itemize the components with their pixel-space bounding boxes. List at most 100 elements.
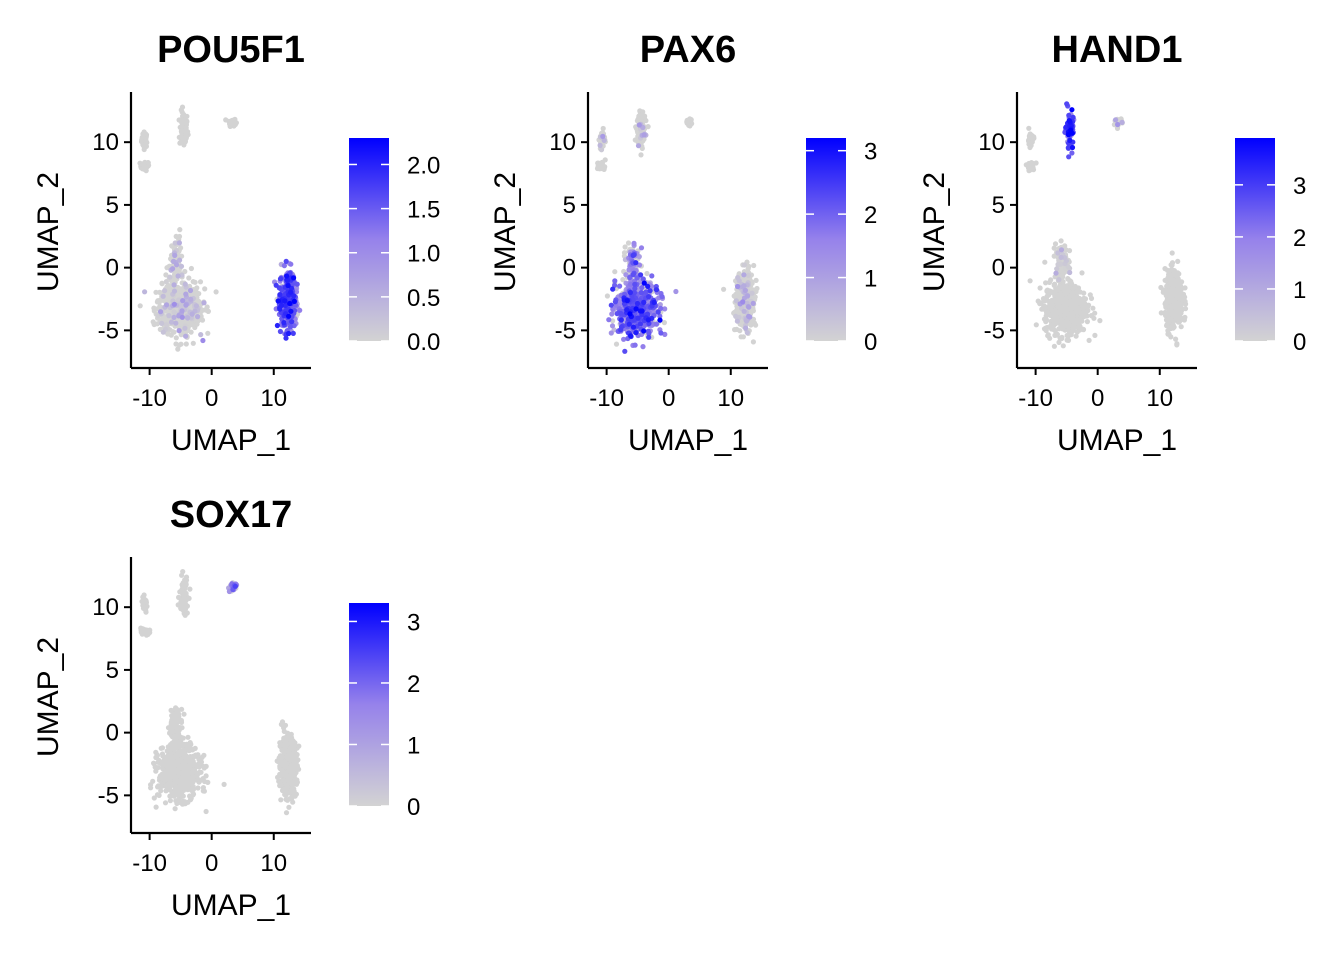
cell-point-top-left-tail [599,161,605,167]
cell-point-right-cluster [734,326,740,332]
cell-point-top-left-small [142,605,148,611]
cell-point-center-main [186,275,192,281]
cell-point-center-main [1044,309,1050,315]
cell-point-right-cluster [1171,268,1177,274]
cell-point-center-main [154,321,160,327]
cell-point-center-main [1056,339,1062,345]
cell-point-top-middle [182,577,188,583]
cell-point-center-main [626,321,632,327]
y-axis-title: UMAP_2 [32,172,65,292]
cell-point-center-main [160,315,166,321]
cell-point-center-main [608,302,614,308]
cell-point-top-middle [180,128,186,134]
cell-point-center-main [1065,284,1071,290]
cell-point-center-main [1079,326,1085,332]
cell-point-right-cluster [745,293,751,299]
y-tick-label: 0 [563,255,576,282]
cell-point-center-main [1061,296,1067,302]
legend-tick-label: 1.5 [407,197,440,224]
cell-point-right-cluster [1165,275,1171,281]
cell-point-center-main [1088,295,1095,301]
cell-point-center-stem [170,266,176,272]
cell-point-center-main [195,314,201,320]
cell-point-center-stem [171,282,177,288]
color-legend: 0.00.51.01.52.0 [349,138,440,356]
legend-colorbar [349,138,389,341]
legend-tick-label: 0 [1293,329,1306,356]
cell-point-right-cluster [277,276,284,282]
cell-point-right-cluster [297,307,303,313]
x-axis-title: UMAP_1 [628,424,748,457]
cell-point-top-middle [183,590,189,597]
cell-point-top-middle [636,122,642,128]
cell-point-right-cluster [740,299,746,305]
cell-point-center-main [1051,298,1057,304]
cell-point-top-middle [176,134,182,140]
cell-point-right-cluster [741,262,747,268]
cell-point-center-main [1062,320,1068,326]
cell-point-center-main [162,288,168,294]
cell-point-center-main [618,310,624,316]
cell-point-right-cluster [1174,342,1180,348]
cell-point-center-stem [1055,287,1061,293]
cell-point-center-stem [1058,247,1065,253]
cell-point-center-main [658,330,664,336]
cell-point-right-cluster [1164,292,1170,298]
cell-point-right-cluster [281,263,287,269]
x-axis-title: UMAP_1 [171,424,291,457]
cell-point-center-main [184,315,191,321]
legend-tick-label: 3 [1293,173,1306,200]
cell-point-right-cluster [277,328,283,335]
cell-point-center-main [176,328,182,334]
x-tick-label: 0 [205,385,218,412]
cell-point-top-middle [639,139,645,145]
cell-point-center-main [1077,289,1083,295]
cell-point-right-cluster [290,330,296,336]
cell-point-center-main [150,778,156,784]
cell-point-right-cluster [1164,283,1170,289]
cell-point-center-main [645,328,651,334]
cell-point-center-main [183,291,189,297]
cell-point-center-main [155,765,161,771]
scatter-points [1023,101,1189,349]
cell-point-right-cluster [733,313,739,319]
cell-point-top-left-small [598,147,605,153]
x-tick-label: -10 [132,385,167,412]
cell-point-right-cluster [1162,266,1168,272]
cell-point-top-right-small [228,118,234,124]
cell-point-center-main [1047,335,1053,341]
cell-point-center-main [168,319,175,325]
cell-point-right-cluster [1178,324,1184,330]
cell-point-center-main [1037,301,1043,307]
cell-point-center-main [205,330,211,336]
cell-point-right-cluster [286,313,292,319]
cell-point-center-main [608,330,614,336]
cell-point-right-cluster [754,285,760,292]
legend-tick-label: 2 [864,202,877,229]
cell-point-right-cluster [285,283,291,289]
cell-point-center-main [627,281,634,287]
cell-point-center-stem [1053,270,1059,276]
cell-point-right-cluster [275,298,281,304]
cell-point-top-right-small [1115,121,1121,128]
cell-point-center-main [190,340,196,346]
x-tick-label: 10 [717,385,744,412]
cell-point-center-main [151,305,157,311]
cell-point-center-main [195,318,201,324]
cell-point-right-cluster [750,300,756,306]
cell-point-top-middle [639,145,645,151]
cell-point-center-main [151,760,157,766]
cell-point-center-main [647,288,653,294]
cell-point-center-main [192,745,198,751]
cell-point-top-middle [1065,145,1071,151]
cell-point-center-main [1066,315,1072,321]
legend-colorbar [806,138,846,341]
cell-point-center-main [651,299,657,305]
cell-point-center-stem [177,257,183,263]
cell-point-center-stem [176,233,183,240]
cell-point-center-main [1056,318,1063,324]
cell-point-right-cluster [288,308,294,314]
cell-point-center-main [1046,279,1053,285]
cell-point-center-main [1042,259,1048,265]
